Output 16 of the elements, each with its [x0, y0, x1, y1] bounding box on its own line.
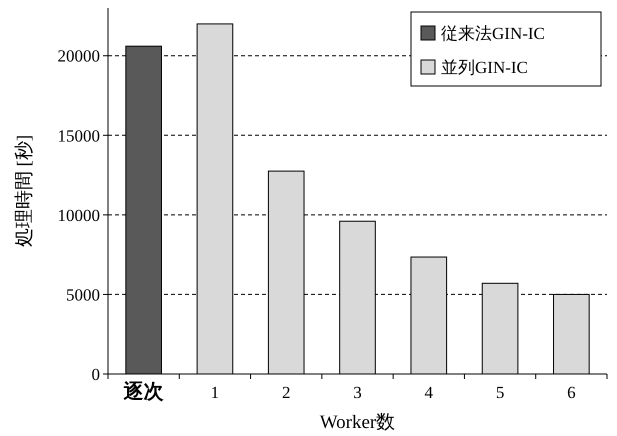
- y-tick-label: 10000: [58, 206, 100, 225]
- x-tick-label: 1: [210, 383, 220, 402]
- legend-label: 従来法GIN-IC: [441, 24, 545, 43]
- y-tick-label: 20000: [58, 46, 100, 66]
- x-tick-label: 5: [496, 383, 504, 402]
- x-tick-label: 2: [282, 383, 290, 402]
- legend-label: 並列GIN-IC: [441, 58, 528, 77]
- x-tick-label: 4: [424, 383, 434, 402]
- x-tick-label: 6: [567, 383, 576, 402]
- y-tick-label: 15000: [58, 126, 100, 146]
- y-tick-label: 0: [92, 364, 100, 384]
- x-tick-label: 3: [353, 383, 362, 402]
- y-axis-title: 処理時間 [秒]: [14, 134, 35, 248]
- y-tick-label: 5000: [66, 285, 100, 304]
- x-axis-title: Worker数: [320, 412, 396, 433]
- x-tick-label: 逐次: [122, 380, 165, 403]
